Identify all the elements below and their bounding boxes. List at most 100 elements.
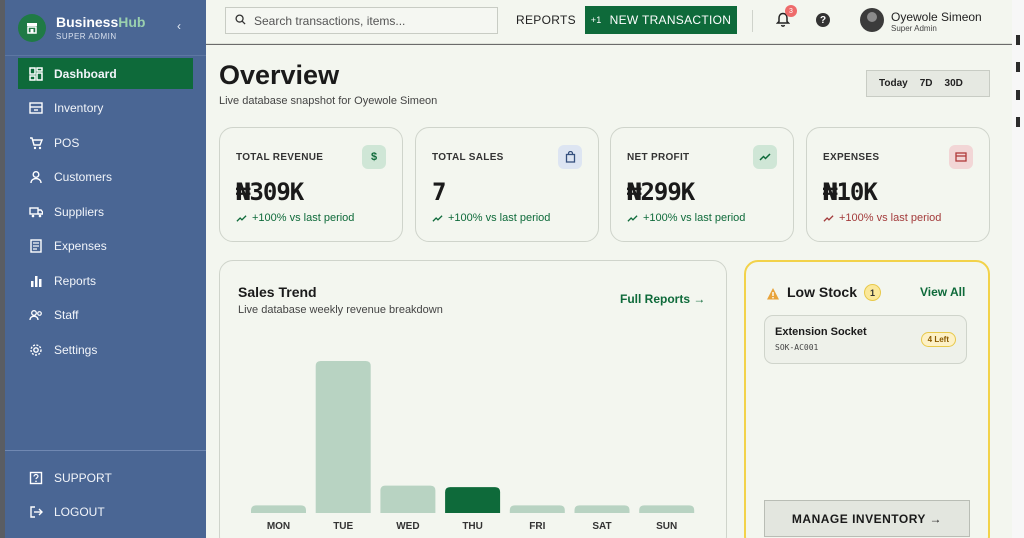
user-role: Super Admin <box>891 24 937 33</box>
bar-sat <box>574 505 630 513</box>
bar-sun <box>639 505 695 513</box>
receipt-icon <box>28 238 44 254</box>
user-name[interactable]: Oyewole Simeon <box>891 10 982 24</box>
kpi-label: EXPENSES <box>823 152 880 163</box>
warning-icon <box>767 288 779 300</box>
kpi-expenses: EXPENSES ₦10K +100% vs last period <box>806 127 990 242</box>
sidebar: BusinessHub SUPER ADMIN ‹ Dashboard Inve… <box>5 0 206 538</box>
tick-label-mon: MON <box>267 521 290 532</box>
help-icon[interactable]: ? <box>816 13 830 27</box>
kpi-label: TOTAL REVENUE <box>236 152 324 163</box>
dashboard-icon <box>28 66 44 82</box>
full-reports-link[interactable]: Full Reports → <box>620 292 706 306</box>
kpi-value: ₦299K <box>627 178 695 206</box>
reports-link[interactable]: REPORTS <box>516 13 576 27</box>
dollar-icon: $ <box>362 145 386 169</box>
topbar-divider <box>752 10 753 32</box>
range-today[interactable]: Today <box>879 78 908 89</box>
kpi-delta: +100% vs last period <box>823 212 941 224</box>
sidebar-item-label: Customers <box>54 169 113 184</box>
scroll-mark <box>1016 35 1020 45</box>
search-input[interactable] <box>254 13 484 28</box>
bar-tue <box>315 361 371 513</box>
scroll-mark <box>1016 117 1020 127</box>
brand: BusinessHub SUPER ADMIN <box>5 0 206 56</box>
kpi-value: ₦309K <box>236 178 304 206</box>
sidebar-item-logout[interactable]: LOGOUT <box>18 496 193 527</box>
store-logo-icon <box>18 13 46 42</box>
sidebar-item-label: Dashboard <box>54 66 117 81</box>
sidebar-item-expenses[interactable]: Expenses <box>18 230 193 261</box>
sidebar-item-inventory[interactable]: Inventory <box>18 92 193 123</box>
trend-up-icon <box>236 214 247 222</box>
brand-role: SUPER ADMIN <box>56 32 117 41</box>
kpi-value: 7 <box>432 178 446 206</box>
tick-label-sat: SAT <box>592 521 611 532</box>
sidebar-item-customers[interactable]: Customers <box>18 161 193 192</box>
sidebar-item-pos[interactable]: POS <box>18 127 193 158</box>
sidebar-item-support[interactable]: SUPPORT <box>18 462 193 493</box>
kpi-value: ₦10K <box>823 178 878 206</box>
list-item[interactable]: Extension Socket SOK-AC001 4 Left <box>764 315 967 364</box>
sales-trend-chart: MON TUE WED THU FRI SAT SUN <box>251 361 695 532</box>
tick-label-wed: WED <box>396 521 419 532</box>
window-edge-left <box>0 0 5 538</box>
main-content: Overview Live database snapshot for Oyew… <box>206 45 1012 538</box>
sidebar-item-settings[interactable]: Settings <box>18 334 193 365</box>
sidebar-item-label: LOGOUT <box>54 504 105 519</box>
sidebar-item-label: Suppliers <box>54 204 105 219</box>
date-range-toggle: Today 7D 30D <box>866 70 990 97</box>
sales-trend-title: Sales Trend <box>238 284 317 300</box>
search-icon <box>235 12 246 30</box>
low-stock-card: Low Stock 1 View All Extension Socket SO… <box>744 260 990 538</box>
new-transaction-label: NEW TRANSACTION <box>609 13 732 27</box>
gear-icon <box>28 342 44 358</box>
manage-inventory-button[interactable]: MANAGE INVENTORY → <box>764 500 970 537</box>
sidebar-item-label: Settings <box>54 342 98 357</box>
sales-trend-card: Sales Trend Live database weekly revenue… <box>219 260 727 538</box>
sidebar-item-label: Staff <box>54 307 79 322</box>
staff-icon <box>28 307 44 323</box>
page-title: Overview <box>219 60 340 90</box>
kpi-delta: +100% vs last period <box>236 212 354 224</box>
trend-up-icon <box>432 214 443 222</box>
sidebar-item-label: POS <box>54 135 80 150</box>
sidebar-divider <box>5 450 206 451</box>
search-box[interactable] <box>225 7 498 34</box>
bar-thu <box>445 487 501 513</box>
tick-label-tue: TUE <box>333 521 353 532</box>
page-subtitle: Live database snapshot for Oyewole Simeo… <box>219 95 438 107</box>
inventory-icon <box>28 100 44 116</box>
brand-name: BusinessHub <box>56 14 146 30</box>
tick-label-fri: FRI <box>529 521 545 532</box>
collapse-sidebar-icon[interactable]: ‹ <box>177 19 181 33</box>
trend-up-icon <box>823 214 834 222</box>
sidebar-item-label: SUPPORT <box>54 470 112 485</box>
notification-badge: 3 <box>785 5 797 17</box>
trend-up-icon <box>627 214 638 222</box>
sidebar-item-dashboard[interactable]: Dashboard <box>18 58 193 89</box>
user-icon <box>28 169 44 185</box>
sidebar-item-label: Inventory <box>54 100 104 115</box>
scroll-mark <box>1016 62 1020 72</box>
window-edge-right <box>1012 0 1024 538</box>
bar-fri <box>509 505 565 513</box>
low-stock-title: Low Stock <box>787 284 858 300</box>
range-30d[interactable]: 30D <box>944 78 963 89</box>
sidebar-item-suppliers[interactable]: Suppliers <box>18 196 193 227</box>
bar-chart-icon <box>28 273 44 289</box>
avatar[interactable] <box>860 8 884 32</box>
range-7d[interactable]: 7D <box>919 78 933 89</box>
scroll-mark <box>1016 90 1020 100</box>
tick-label-sun: SUN <box>656 521 677 532</box>
topbar: REPORTS +1 NEW TRANSACTION 3 ? Oyewole S… <box>206 0 1012 44</box>
help-square-icon <box>28 470 44 486</box>
logout-icon <box>28 504 44 520</box>
stock-item-sku: SOK-AC001 <box>775 343 819 352</box>
view-all-link[interactable]: View All <box>920 285 966 299</box>
sidebar-item-reports[interactable]: Reports <box>18 265 193 296</box>
card-icon <box>949 145 973 169</box>
bag-icon <box>558 145 582 169</box>
sidebar-item-staff[interactable]: Staff <box>18 299 193 330</box>
new-transaction-button[interactable]: +1 NEW TRANSACTION <box>585 6 737 34</box>
